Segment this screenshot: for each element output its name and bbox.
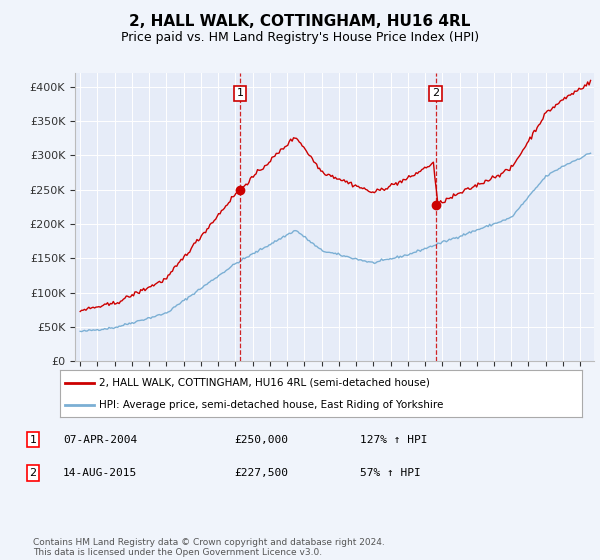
- Text: Contains HM Land Registry data © Crown copyright and database right 2024.
This d: Contains HM Land Registry data © Crown c…: [33, 538, 385, 557]
- Text: 57% ↑ HPI: 57% ↑ HPI: [360, 468, 421, 478]
- Text: Price paid vs. HM Land Registry's House Price Index (HPI): Price paid vs. HM Land Registry's House …: [121, 31, 479, 44]
- Text: 127% ↑ HPI: 127% ↑ HPI: [360, 435, 427, 445]
- Text: 2, HALL WALK, COTTINGHAM, HU16 4RL: 2, HALL WALK, COTTINGHAM, HU16 4RL: [130, 14, 470, 29]
- Text: 2: 2: [29, 468, 37, 478]
- Text: 1: 1: [236, 88, 244, 99]
- Text: £250,000: £250,000: [234, 435, 288, 445]
- Text: 1: 1: [29, 435, 37, 445]
- Text: 07-APR-2004: 07-APR-2004: [63, 435, 137, 445]
- Text: £227,500: £227,500: [234, 468, 288, 478]
- Text: 2: 2: [432, 88, 439, 99]
- Text: HPI: Average price, semi-detached house, East Riding of Yorkshire: HPI: Average price, semi-detached house,…: [99, 400, 443, 410]
- Text: 2, HALL WALK, COTTINGHAM, HU16 4RL (semi-detached house): 2, HALL WALK, COTTINGHAM, HU16 4RL (semi…: [99, 378, 430, 388]
- Text: 14-AUG-2015: 14-AUG-2015: [63, 468, 137, 478]
